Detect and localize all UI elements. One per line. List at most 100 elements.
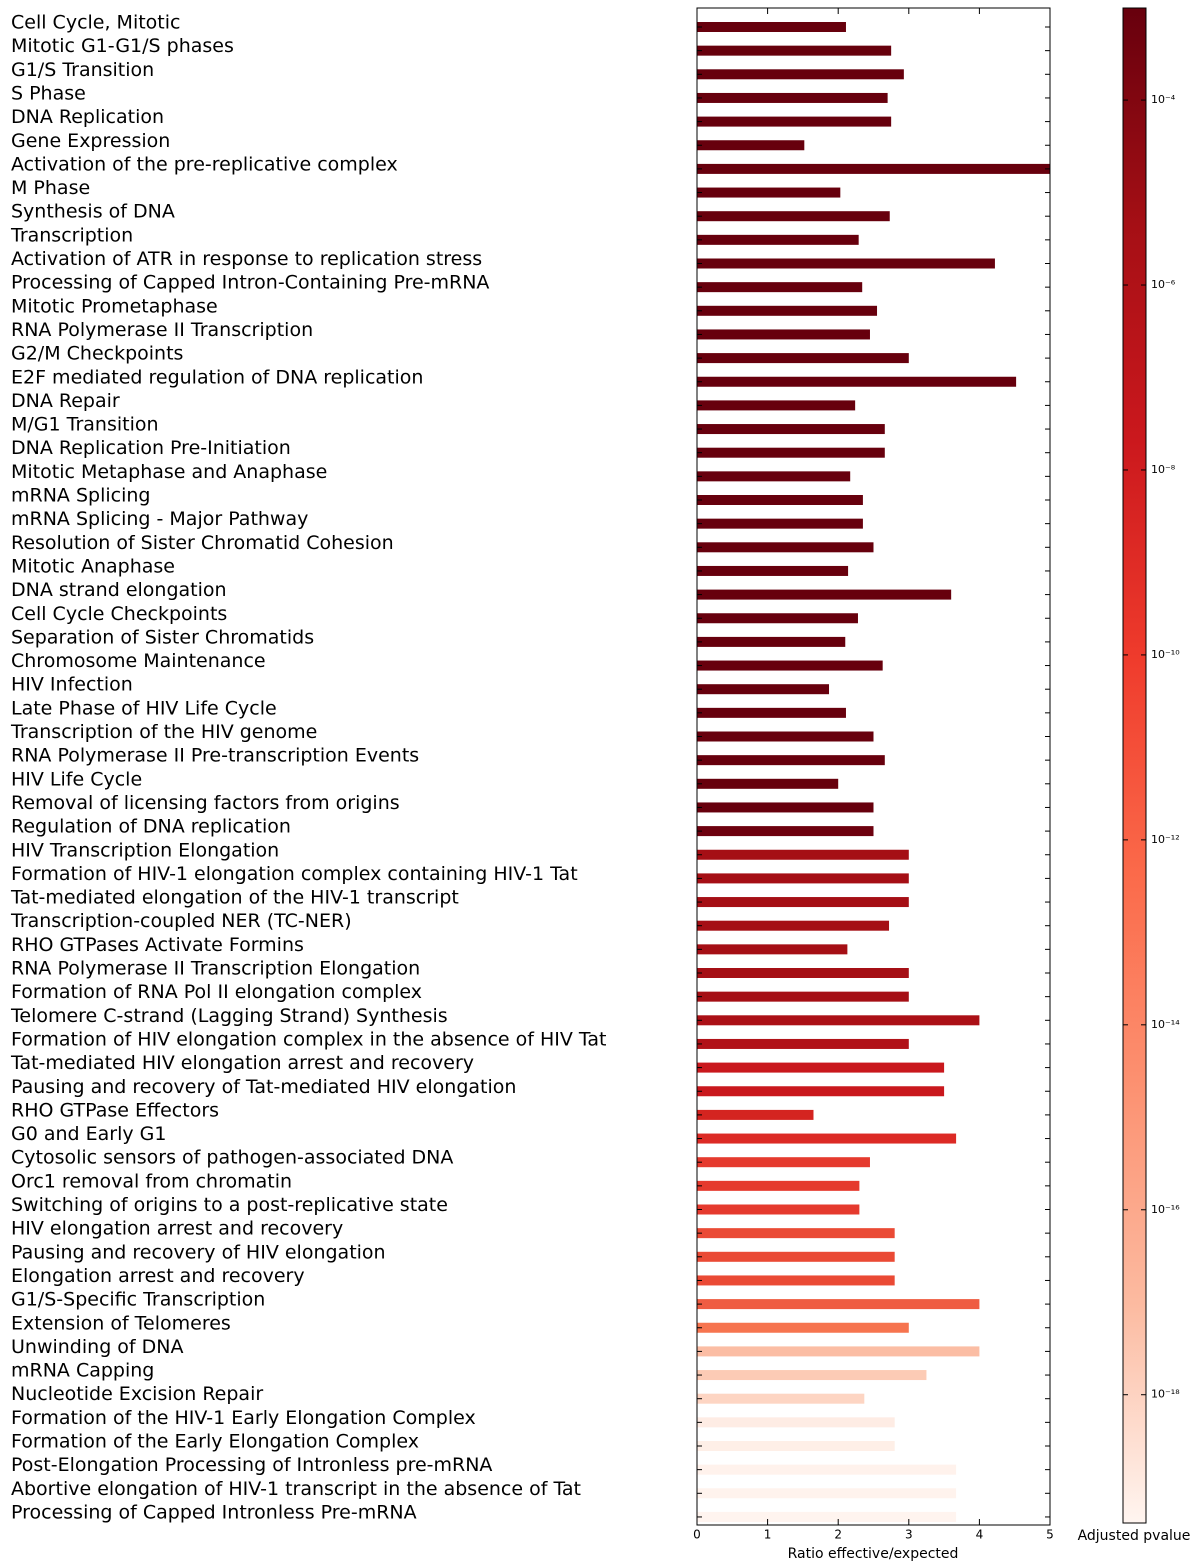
plot-frame [696,7,1051,1526]
y-tick-label: Cell Cycle, Mitotic [11,12,180,34]
bar [697,69,904,80]
bar [697,22,846,32]
bar [697,1441,895,1451]
bar [697,376,1017,387]
bar [697,660,883,671]
bar [697,1393,865,1404]
bar [697,684,830,695]
y-tick-label: M Phase [11,177,90,199]
y-tick-label: RNA Polymerase II Pre-transcription Even… [11,745,419,767]
bar [697,305,878,316]
y-tick-label: Mitotic G1-G1/S phases [11,35,234,57]
y-tick-label: Pausing and recovery of HIV elongation [11,1241,386,1263]
y-tick-label: Abortive elongation of HIV-1 transcript … [11,1478,581,1500]
bar [697,495,863,505]
y-tick-label: Cytosolic sensors of pathogen-associated… [11,1147,453,1169]
bar [697,1086,945,1097]
y-tick-label: RNA Polymerase II Transcription [11,319,313,341]
bar [697,707,846,718]
bar [697,187,841,198]
bar [697,849,909,860]
y-tick-label: Formation of the Early Elongation Comple… [11,1431,419,1453]
bar [697,424,885,435]
x-tick-label: 1 [764,1528,772,1542]
bar [697,1464,957,1475]
y-tick-label: Mitotic Anaphase [11,555,175,577]
bar [697,471,851,482]
y-tick-label: Cell Cycle Checkpoints [11,603,227,625]
bar [697,163,1050,174]
bar [697,1180,860,1191]
y-tick-label: Extension of Telomeres [11,1312,231,1334]
x-axis-label: Ratio effective/expected [788,1546,959,1562]
bar [697,1275,895,1286]
bar [697,826,874,837]
y-tick-label: Chromosome Maintenance [11,650,266,672]
x-tick-label: 5 [1046,1528,1054,1542]
bar [697,140,805,151]
bar [697,1322,909,1333]
y-tick-label: mRNA Splicing - Major Pathway [11,508,308,530]
bar [697,755,885,766]
x-tick-label: 2 [834,1528,842,1542]
y-tick-label: Telomere C-strand (Lagging Strand) Synth… [10,1005,448,1027]
y-tick-label: Regulation of DNA replication [11,816,291,838]
bar [697,1511,957,1522]
bar [697,565,849,576]
bar [697,636,846,647]
bar [697,45,892,56]
x-tick-label: 0 [693,1528,701,1542]
y-tick-label: Processing of Capped Intron-Containing P… [11,272,489,294]
bar [697,234,859,245]
y-tick-label: G1/S-Specific Transcription [11,1289,265,1311]
colorbar-tick-label: 10⁻¹² [1151,833,1180,846]
bar [697,1157,870,1168]
bar [697,1251,895,1262]
bar [697,920,890,931]
y-tick-label: Switching of origins to a post-replicati… [11,1194,448,1216]
y-tick-label: Mitotic Metaphase and Anaphase [11,461,327,483]
bar [697,447,885,458]
y-tick-label: Activation of ATR in response to replica… [11,248,482,270]
y-tick-label: Elongation arrest and recovery [11,1265,305,1287]
bar [697,1109,814,1120]
bar [697,944,848,955]
y-tick-label: Tat-mediated HIV elongation arrest and r… [10,1052,474,1074]
y-tick-label: Pausing and recovery of Tat-mediated HIV… [11,1076,516,1098]
bar [697,1204,860,1215]
y-tick-label: Late Phase of HIV Life Cycle [11,697,277,719]
y-tick-label: S Phase [11,82,86,104]
y-tick-label: Processing of Capped Intronless Pre-mRNA [11,1501,417,1523]
y-tick-label: G1/S Transition [11,59,154,81]
y-tick-label: Nucleotide Excision Repair [11,1383,263,1405]
y-tick-label: DNA Replication Pre-Initiation [11,437,291,459]
bar [697,1370,927,1381]
y-tick-label: Activation of the pre-replicative comple… [11,153,398,175]
y-tick-label: HIV elongation arrest and recovery [11,1218,343,1240]
bar [697,1417,895,1428]
y-tick-label: Gene Expression [11,130,170,152]
bar [697,1133,957,1144]
y-tick-label: Separation of Sister Chromatids [11,626,314,648]
y-tick-label: DNA Repair [11,390,120,412]
y-tick-label: M/G1 Transition [11,414,159,436]
y-tick-label: HIV Transcription Elongation [11,839,279,861]
colorbar-tick-label: 10⁻¹⁶ [1151,1203,1180,1216]
y-tick-label: Formation of RNA Pol II elongation compl… [11,981,422,1003]
y-tick-label: Unwinding of DNA [11,1336,183,1358]
bar [697,329,870,340]
y-tick-label: Transcription of the HIV genome [10,721,317,743]
bar [697,1228,895,1239]
y-tick-label: Transcription-coupled NER (TC-NER) [10,910,352,932]
y-tick-label: Formation of the HIV-1 Early Elongation … [11,1407,476,1429]
y-tick-label: DNA strand elongation [11,579,227,601]
y-tick-label: Removal of licensing factors from origin… [11,792,400,814]
bar [697,1299,980,1310]
bar [697,873,909,884]
y-tick-label: Orc1 removal from chromatin [11,1170,292,1192]
colorbar-tick-label: 10⁻⁸ [1151,463,1176,476]
bar [697,282,863,293]
y-tick-label: RHO GTPases Activate Formins [11,934,304,956]
bar [697,1015,980,1026]
